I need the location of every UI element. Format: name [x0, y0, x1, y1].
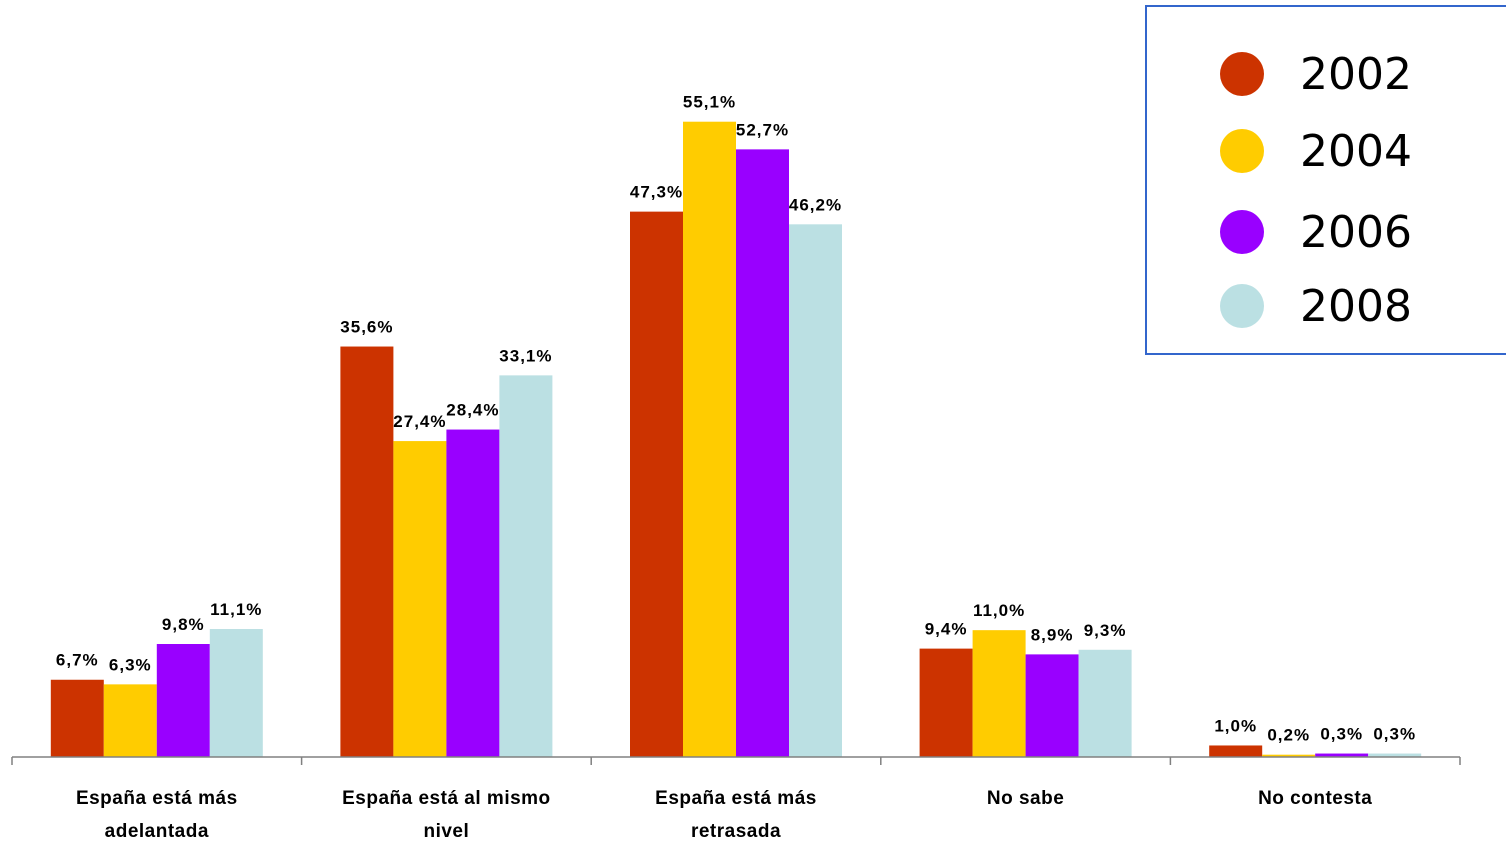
data-labels-group: 6,7% 6,3% 9,8% 11,1% 35,6% 27,4%28,4% 33,1% 47,… — [56, 93, 1416, 745]
category-label-3-line-1: España está más — [655, 788, 817, 809]
bar-2002-cat-1 — [50, 679, 104, 757]
category-label-1-line-1: España está más — [76, 788, 238, 809]
legend-label-2006: 2006 — [1300, 207, 1412, 258]
data-label-2008-cat-2: 33,1% — [499, 346, 552, 365]
bar-2006-cat-3 — [736, 149, 789, 757]
bar-2008-cat-1 — [209, 629, 263, 757]
category-label-1-line-2: adelantada — [105, 821, 209, 842]
bar-2008-cat-3 — [789, 224, 842, 758]
data-label-2002-cat-4: 9,4% — [925, 620, 968, 639]
data-label-2002-cat-2: 35,6% — [340, 318, 393, 337]
data-label-2002-cat-1: 6,7% — [56, 651, 99, 670]
bar-2008-cat-5 — [1368, 753, 1422, 757]
bars-group — [50, 121, 1422, 758]
legend-label-2004: 2004 — [1300, 126, 1412, 177]
bar-2006-cat-5 — [1315, 753, 1369, 757]
category-labels-group: España está más adelantada España está al … — [76, 788, 1372, 842]
data-label-2004-cat-5: 0,2% — [1267, 726, 1310, 745]
data-label-2008-cat-4: 9,3% — [1084, 621, 1127, 640]
data-label-2006-cat-2: 28,4% — [446, 401, 499, 420]
data-label-2002-cat-3: 47,3% — [630, 183, 683, 202]
data-label-2004-cat-3: 55,1% — [683, 93, 736, 112]
legend-label-2002: 2002 — [1300, 49, 1412, 100]
bar-2004-cat-2 — [393, 441, 447, 757]
bar-2006-cat-1 — [156, 644, 210, 757]
data-label-2004-cat-1: 6,3% — [109, 655, 152, 674]
data-label-2004-cat-2: 27,4% — [393, 412, 446, 431]
bar-2004-cat-3 — [683, 121, 736, 757]
data-label-2008-cat-5: 0,3% — [1373, 725, 1416, 744]
legend-marker-2004 — [1220, 129, 1264, 173]
bar-2002-cat-3 — [630, 211, 683, 758]
category-label-2-line-2: nivel — [423, 821, 469, 842]
legend-marker-2006 — [1220, 210, 1264, 254]
category-label-3-line-2: retrasada — [691, 821, 781, 842]
data-label-2006-cat-5: 0,3% — [1320, 725, 1363, 744]
legend: 2002 2004 2006 2008 — [1145, 5, 1506, 355]
data-label-2006-cat-3: 52,7% — [736, 120, 789, 139]
data-label-2008-cat-1: 11,1% — [210, 600, 262, 619]
category-label-5-line-1: No contesta — [1258, 788, 1372, 809]
legend-label-2008: 2008 — [1300, 281, 1412, 332]
bar-2002-cat-4 — [919, 648, 973, 757]
bar-2006-cat-4 — [1025, 654, 1079, 757]
bar-2002-cat-5 — [1209, 745, 1263, 757]
legend-box — [1145, 5, 1506, 355]
legend-marker-2002 — [1220, 52, 1264, 96]
bar-2006-cat-2 — [446, 429, 500, 757]
category-label-2-line-1: España está al mismo — [342, 788, 551, 809]
data-label-2006-cat-4: 8,9% — [1031, 625, 1074, 644]
data-label-2008-cat-3: 46,2% — [789, 195, 842, 214]
data-label-2006-cat-1: 9,8% — [162, 615, 205, 634]
bar-2004-cat-5 — [1262, 754, 1316, 757]
bar-2004-cat-1 — [103, 684, 157, 757]
bar-2008-cat-2 — [499, 375, 553, 757]
legend-marker-2008 — [1220, 284, 1264, 328]
x-axis — [11, 756, 1461, 765]
bar-2004-cat-4 — [972, 630, 1026, 757]
bar-2008-cat-4 — [1078, 649, 1132, 757]
category-label-4-line-1: No sabe — [987, 788, 1064, 809]
bar-2002-cat-2 — [340, 346, 394, 757]
data-label-2002-cat-5: 1,0% — [1214, 716, 1257, 735]
data-label-2004-cat-4: 11,0% — [973, 601, 1025, 620]
